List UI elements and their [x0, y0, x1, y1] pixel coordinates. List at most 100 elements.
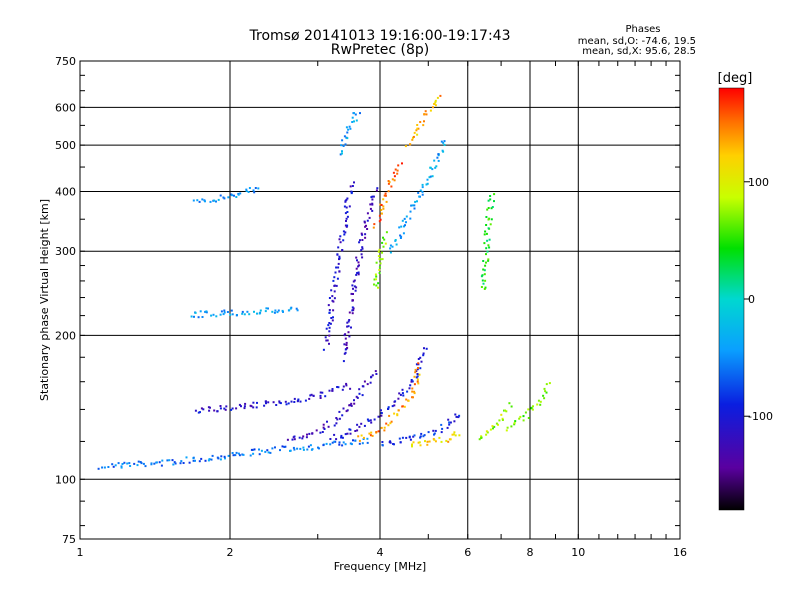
x-tick-label: 8	[527, 546, 534, 559]
data-point	[355, 267, 358, 270]
data-point	[381, 443, 384, 446]
data-point	[245, 188, 248, 191]
data-point	[381, 441, 384, 443]
data-point	[401, 219, 404, 222]
data-point	[308, 397, 311, 400]
y-tick-label: 300	[55, 245, 76, 258]
data-point	[405, 398, 408, 401]
data-point	[440, 440, 443, 443]
data-point	[416, 375, 419, 378]
data-point	[274, 446, 276, 449]
data-point	[417, 358, 420, 360]
data-point	[381, 251, 383, 254]
data-point	[160, 464, 163, 467]
data-point	[237, 452, 240, 455]
data-point	[369, 203, 372, 206]
data-point	[227, 454, 230, 457]
data-point	[329, 322, 332, 325]
data-point	[505, 410, 508, 413]
data-point	[263, 404, 266, 407]
data-point	[208, 409, 211, 412]
data-point	[336, 253, 339, 256]
data-point	[489, 198, 492, 201]
data-point	[339, 241, 342, 244]
data-point	[315, 429, 318, 432]
data-point	[364, 236, 367, 239]
y-tick-label: 75	[62, 533, 76, 546]
data-point	[360, 249, 363, 252]
data-point	[425, 347, 428, 350]
data-point	[527, 408, 530, 411]
data-point	[522, 415, 525, 418]
data-point	[331, 388, 334, 390]
data-point	[484, 230, 487, 233]
data-point	[150, 462, 153, 465]
data-point	[513, 422, 516, 425]
data-point	[422, 124, 425, 127]
data-point	[341, 249, 344, 252]
data-point	[227, 196, 230, 199]
data-point	[434, 429, 437, 432]
data-point	[161, 459, 164, 462]
data-point	[265, 402, 267, 405]
data-point	[333, 424, 336, 427]
data-point	[338, 238, 341, 241]
data-point	[399, 237, 402, 239]
data-point	[276, 311, 279, 314]
data-point	[543, 397, 546, 400]
data-point	[371, 203, 374, 206]
data-point	[258, 453, 261, 456]
data-point	[480, 435, 483, 438]
chart-subtitle: RwPretec (8p)	[331, 42, 429, 58]
data-point	[352, 299, 354, 302]
data-point	[366, 418, 369, 421]
data-point	[319, 391, 322, 394]
data-point	[394, 168, 397, 171]
data-point	[197, 316, 200, 319]
data-point	[140, 462, 143, 465]
data-point	[416, 380, 419, 383]
data-point	[545, 391, 548, 394]
data-point	[383, 194, 386, 197]
data-point	[243, 313, 246, 316]
data-point	[423, 347, 425, 350]
data-point	[355, 273, 358, 276]
data-point	[330, 289, 333, 292]
data-point	[412, 435, 415, 438]
data-point	[335, 417, 338, 419]
data-point	[449, 421, 452, 424]
data-point	[522, 419, 525, 422]
data-point	[194, 459, 196, 462]
data-point	[392, 171, 395, 174]
data-point	[391, 245, 394, 248]
data-point	[446, 426, 449, 429]
data-point	[338, 443, 341, 446]
data-point	[417, 382, 420, 385]
data-point	[423, 113, 426, 116]
data-point	[393, 400, 396, 403]
data-point	[421, 186, 424, 189]
data-point	[309, 394, 312, 397]
data-point	[350, 402, 353, 405]
data-point	[348, 319, 351, 321]
data-point	[192, 459, 195, 462]
data-point	[384, 194, 387, 197]
data-point	[225, 405, 228, 408]
data-point	[405, 436, 408, 439]
data-point	[217, 457, 220, 460]
data-point	[179, 462, 182, 465]
data-point	[486, 208, 489, 211]
data-point	[245, 189, 248, 192]
data-point	[341, 444, 344, 447]
data-point	[345, 344, 348, 346]
data-point	[375, 261, 378, 264]
data-point	[508, 402, 511, 405]
data-point	[478, 438, 481, 441]
data-point	[544, 390, 547, 393]
data-point	[266, 449, 269, 452]
data-point	[434, 440, 437, 443]
data-point	[376, 187, 379, 190]
data-point	[412, 396, 414, 399]
data-point	[498, 419, 501, 422]
data-point	[439, 94, 442, 97]
